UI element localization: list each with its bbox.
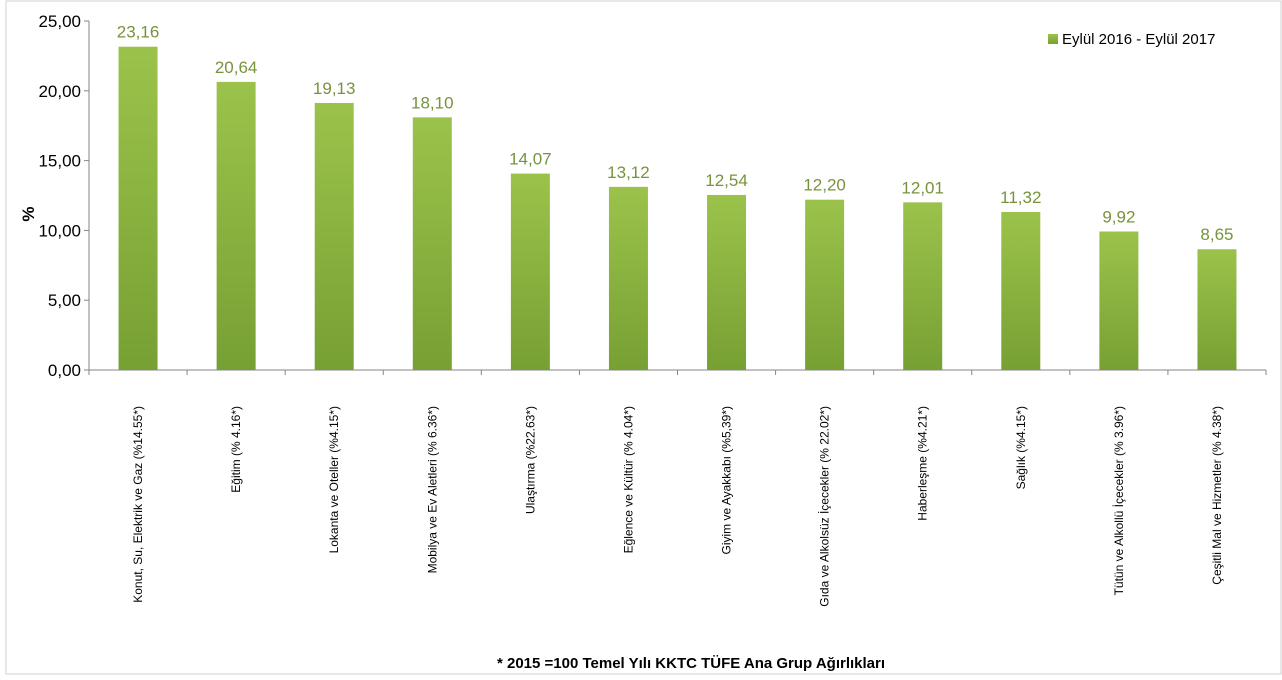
data-label: 13,12 (607, 163, 650, 182)
data-label: 8,65 (1200, 225, 1233, 244)
bar (608, 186, 648, 370)
data-label: 23,16 (117, 23, 160, 42)
x-tick-label: Çeşitli Mal ve Hizmetler (% 4.38*) (1210, 406, 1224, 585)
x-tick-label: Mobilya ve Ev Aletleri (% 6.36*) (425, 406, 439, 573)
chart-border (5, 0, 1282, 675)
data-label: 9,92 (1102, 208, 1135, 227)
data-label: 11,32 (1000, 188, 1041, 207)
data-label: 19,13 (313, 79, 356, 98)
bar (510, 173, 550, 370)
legend: Eylül 2016 - Eylül 2017 (1048, 31, 1215, 48)
bar (903, 202, 943, 370)
bar (412, 117, 452, 370)
data-label: 18,10 (411, 93, 454, 112)
legend-swatch (1048, 34, 1058, 44)
data-label: 12,54 (705, 171, 748, 190)
legend-label: Eylül 2016 - Eylül 2017 (1062, 31, 1215, 48)
x-tick-label: Lokanta ve Oteller (%4.15*) (327, 406, 341, 553)
x-tick-label: Sağlık (%4.15*) (1014, 406, 1028, 489)
y-tick-label: 20,00 (38, 82, 81, 101)
bar (314, 102, 354, 371)
bar (216, 81, 256, 370)
x-tick-label: Eğitim (% 4.16*) (229, 406, 243, 493)
data-label: 12,20 (803, 176, 846, 195)
bar (118, 46, 158, 370)
x-tick-label: Haberleşme (%4.21*) (916, 406, 930, 521)
y-tick-label: 15,00 (38, 152, 81, 171)
x-tick-label: Ulaştırma (%22.63*) (523, 406, 537, 514)
x-tick-label: Eğlence ve Kültür (% 4.04*) (621, 406, 635, 553)
y-tick-label: 5,00 (48, 291, 81, 310)
y-tick-label: 0,00 (48, 361, 81, 380)
bar (805, 199, 845, 370)
x-tick-label: Gıda ve Alkolsüz İçecekler (% 22.02*) (818, 406, 832, 607)
data-label: 20,64 (215, 58, 258, 77)
y-axis-title: % (19, 206, 38, 221)
y-tick-label: 25,00 (38, 12, 81, 31)
bar (1099, 231, 1139, 370)
x-tick-label: Giyim ve Ayakkabı (%5,39*) (720, 406, 734, 555)
bar (1197, 249, 1237, 370)
bar (707, 194, 747, 370)
y-tick-label: 10,00 (38, 221, 81, 240)
x-tick-label: Konut, Su, Elektrik ve Gaz (%14.55*) (131, 406, 145, 603)
x-tick-label: Tütün ve Alkollü İçecekler (% 3.96*) (1112, 406, 1126, 595)
bar (1001, 211, 1041, 370)
data-label: 12,01 (901, 178, 944, 197)
footnote: * 2015 =100 Temel Yılı KKTC TÜFE Ana Gru… (497, 655, 885, 672)
data-label: 14,07 (509, 150, 552, 169)
